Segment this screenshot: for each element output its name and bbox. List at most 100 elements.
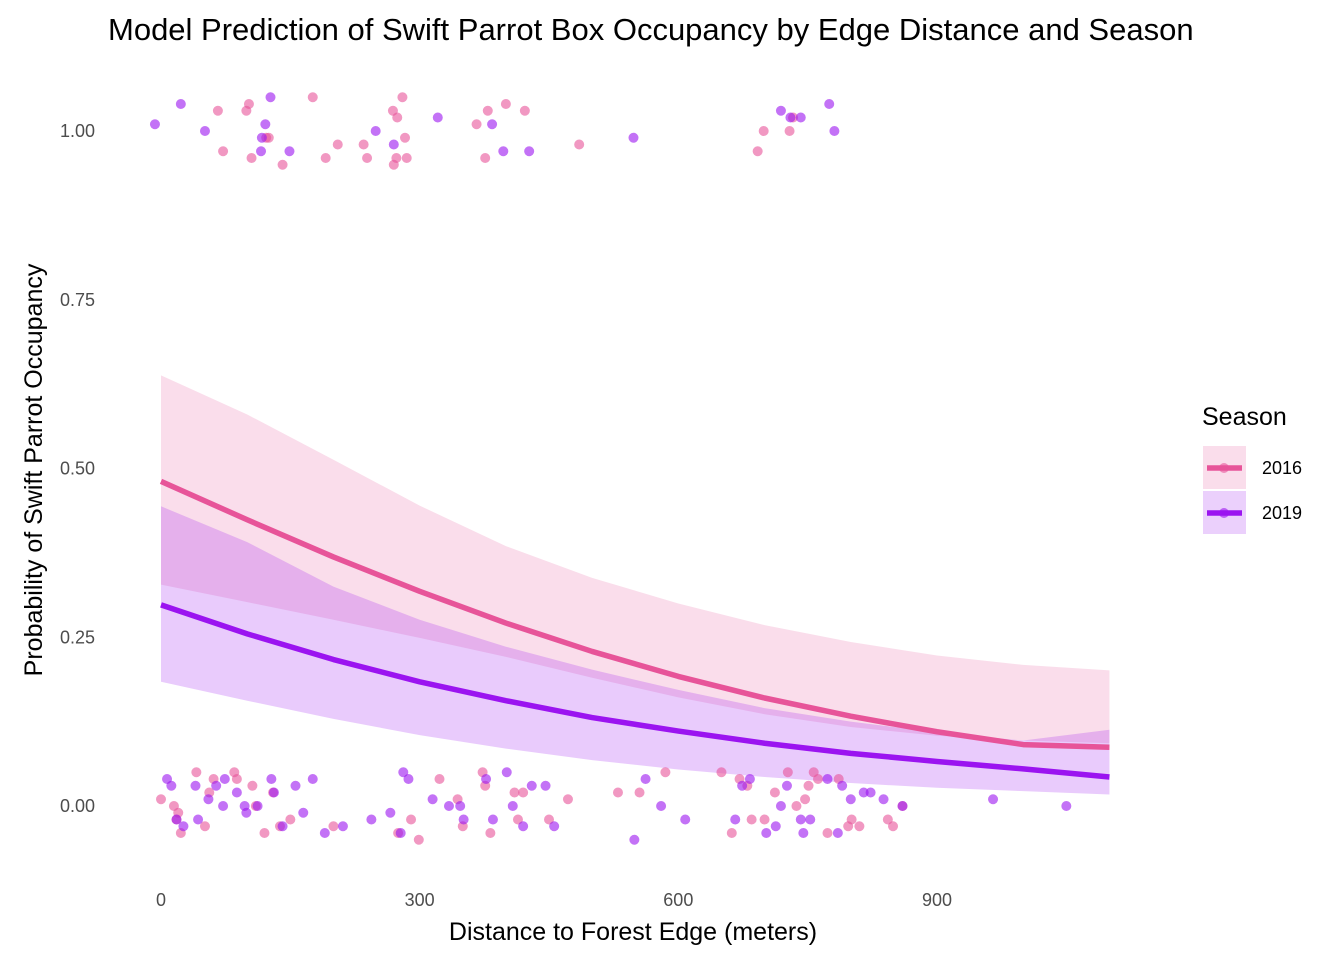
observation-point-2019 — [730, 814, 741, 825]
observation-point-2019 — [832, 828, 843, 838]
observation-point-2016 — [759, 814, 770, 825]
ribbon-2016 — [161, 375, 1110, 744]
observation-point-2016 — [231, 774, 242, 784]
observation-point-2016 — [328, 821, 339, 832]
observation-point-2016 — [243, 99, 254, 109]
observation-point-2016 — [813, 774, 824, 784]
observation-point-2019 — [370, 126, 381, 136]
observation-point-2019 — [680, 814, 691, 825]
observation-point-2019 — [266, 774, 277, 784]
y-tick-label: 0.00 — [60, 796, 95, 816]
observation-point-2019 — [798, 828, 809, 838]
y-tick-label: 0.75 — [60, 290, 95, 310]
legend-item-2019: 2019 — [1203, 491, 1302, 534]
observation-point-2016 — [485, 828, 496, 838]
observation-point-2016 — [397, 92, 408, 103]
y-tick-label: 1.00 — [60, 121, 95, 141]
observation-point-2019 — [277, 821, 288, 832]
observation-point-2019 — [540, 780, 551, 791]
observation-point-2016 — [888, 821, 899, 832]
legend: Season 2016 2019 — [1202, 403, 1302, 534]
observation-point-2019 — [388, 139, 399, 150]
observation-point-2019 — [403, 774, 414, 784]
observation-point-2016 — [332, 139, 343, 150]
chart-title: Model Prediction of Swift Parrot Box Occ… — [108, 12, 1194, 47]
observation-point-2016 — [803, 780, 814, 791]
observation-point-2016 — [882, 814, 893, 825]
observation-point-2019 — [252, 801, 263, 811]
observation-point-2019 — [395, 828, 406, 838]
observation-point-2019 — [432, 112, 443, 123]
observation-point-2019 — [481, 774, 492, 784]
observation-point-2019 — [487, 119, 498, 130]
legend-label: 2019 — [1262, 503, 1302, 523]
observation-point-2019 — [166, 780, 177, 791]
observation-point-2019 — [284, 146, 295, 157]
x-tick-label: 900 — [922, 890, 952, 910]
observation-point-2016 — [846, 814, 857, 825]
observation-point-2016 — [500, 99, 511, 109]
observation-point-2016 — [746, 814, 757, 825]
observation-point-2016 — [434, 774, 445, 784]
observation-point-2016 — [277, 159, 288, 170]
observation-point-2016 — [800, 794, 811, 805]
observation-point-2016 — [471, 119, 482, 130]
observation-point-2016 — [791, 801, 802, 811]
observation-point-2016 — [358, 139, 369, 150]
observation-point-2019 — [1061, 801, 1072, 811]
observation-point-2019 — [319, 828, 330, 838]
observation-point-2019 — [171, 814, 182, 825]
x-axis-tick-labels: 0 300 600 900 — [156, 890, 952, 910]
observation-point-2019 — [443, 801, 454, 811]
observation-point-2019 — [218, 801, 229, 811]
observation-point-2019 — [829, 126, 840, 136]
observation-point-2019 — [770, 821, 781, 832]
observation-point-2019 — [518, 821, 529, 832]
observation-point-2019 — [366, 814, 377, 825]
observation-point-2019 — [656, 801, 667, 811]
observation-point-2019 — [629, 834, 640, 845]
observation-point-2016 — [212, 105, 223, 116]
observation-point-2016 — [822, 828, 833, 838]
x-tick-label: 600 — [663, 890, 693, 910]
observation-point-2016 — [480, 153, 491, 163]
observation-point-2016 — [406, 814, 417, 825]
observation-point-2019 — [260, 119, 271, 130]
observation-point-2019 — [526, 780, 537, 791]
observation-point-2019 — [988, 794, 999, 805]
observation-point-2019 — [737, 780, 748, 791]
legend-keys: 2016 2019 — [1203, 446, 1302, 534]
observation-point-2019 — [795, 814, 806, 825]
observation-point-2019 — [256, 146, 267, 157]
observation-point-2019 — [795, 112, 806, 123]
observation-point-2019 — [865, 787, 876, 798]
observation-point-2019 — [458, 814, 469, 825]
x-tick-label: 300 — [405, 890, 435, 910]
observation-point-2016 — [320, 153, 331, 163]
observation-point-2019 — [824, 99, 835, 109]
observation-point-2019 — [858, 787, 869, 798]
observation-point-2016 — [562, 794, 573, 805]
observation-point-2019 — [761, 828, 772, 838]
observation-point-2019 — [268, 787, 279, 798]
observation-point-2016 — [518, 787, 529, 798]
observation-point-2016 — [199, 821, 210, 832]
observation-point-2016 — [307, 92, 318, 103]
plot-area — [149, 92, 1110, 845]
legend-key-point — [1219, 508, 1229, 518]
observation-point-2016 — [574, 139, 585, 150]
observation-point-2019 — [385, 807, 396, 818]
observation-point-2019 — [640, 774, 651, 784]
observation-point-2019 — [199, 126, 210, 136]
observation-point-2019 — [498, 146, 509, 157]
observation-point-2019 — [781, 780, 792, 791]
observation-point-2019 — [307, 774, 318, 784]
observation-point-2019 — [298, 807, 309, 818]
observation-point-2019 — [805, 814, 816, 825]
observation-point-2019 — [231, 787, 242, 798]
observation-point-2019 — [845, 794, 856, 805]
ribbon-2019 — [161, 506, 1110, 795]
observation-point-2019 — [211, 780, 222, 791]
observation-point-2019 — [744, 774, 755, 784]
